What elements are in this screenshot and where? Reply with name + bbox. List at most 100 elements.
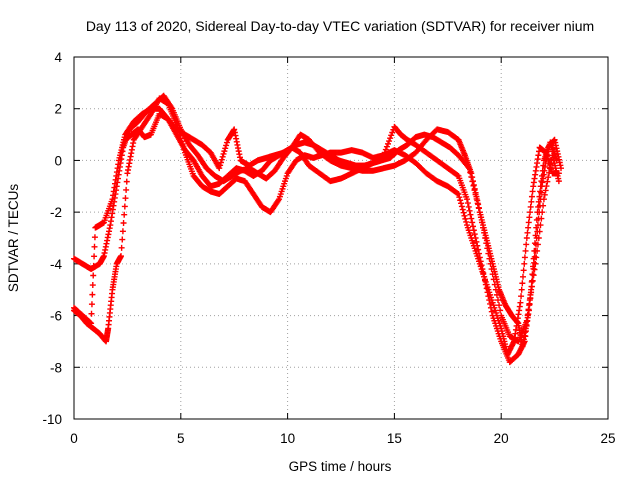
- data-point: [275, 197, 282, 204]
- data-point: [493, 291, 500, 298]
- data-point: [474, 200, 481, 207]
- data-point: [486, 297, 493, 304]
- data-point: [120, 220, 127, 227]
- data-point: [540, 202, 547, 209]
- y-tick-label: -6: [50, 309, 62, 324]
- gridlines: [74, 57, 608, 419]
- data-point: [471, 187, 478, 194]
- y-tick-label: -8: [50, 360, 62, 375]
- data-point: [470, 182, 477, 189]
- data-point: [483, 285, 490, 292]
- data-point: [539, 209, 546, 216]
- data-point: [91, 253, 98, 260]
- data-point: [475, 204, 482, 211]
- data-point: [528, 283, 535, 290]
- data-point: [540, 196, 547, 203]
- data-point: [472, 235, 479, 241]
- data-point: [387, 135, 394, 142]
- data-point: [220, 150, 227, 157]
- data-point: [537, 188, 544, 195]
- data-point: [218, 156, 225, 163]
- data-point: [386, 138, 393, 145]
- data-point: [497, 307, 504, 314]
- data-point: [388, 132, 395, 139]
- data-point: [217, 159, 224, 166]
- data-point: [219, 153, 226, 160]
- data-points: [71, 92, 565, 366]
- data-point: [89, 291, 96, 298]
- data-point: [530, 272, 537, 279]
- data-point: [496, 302, 503, 309]
- data-point: [525, 224, 532, 231]
- data-point: [525, 306, 532, 313]
- data-point: [469, 219, 476, 226]
- x-tick-label: 0: [70, 431, 78, 446]
- data-point: [542, 187, 549, 194]
- data-point: [461, 212, 468, 219]
- data-point: [531, 259, 538, 266]
- data-point: [521, 254, 528, 261]
- data-point: [119, 236, 126, 243]
- data-point: [119, 228, 126, 235]
- data-point: [517, 299, 524, 306]
- y-tick-label: -10: [42, 412, 62, 427]
- y-axis-label: SDTVAR / TECUs: [6, 184, 21, 293]
- y-tick-label: -2: [50, 205, 62, 220]
- data-point: [490, 276, 497, 283]
- data-point: [382, 146, 389, 153]
- data-point: [529, 277, 536, 284]
- data-point: [482, 235, 489, 241]
- data-point: [223, 142, 230, 149]
- data-point: [462, 215, 469, 222]
- data-point: [528, 198, 535, 205]
- data-point: [544, 178, 551, 185]
- data-point: [221, 148, 228, 155]
- data-point: [460, 209, 467, 216]
- x-tick-label: 10: [280, 431, 295, 446]
- data-point: [523, 235, 530, 241]
- data-point: [520, 267, 527, 274]
- data-point: [481, 273, 488, 280]
- data-point: [545, 174, 552, 181]
- data-point: [531, 266, 538, 273]
- data-point: [526, 300, 533, 307]
- data-point: [483, 240, 490, 247]
- data-point: [536, 228, 543, 235]
- data-point: [389, 129, 396, 136]
- data-point: [484, 245, 491, 252]
- data-point: [223, 139, 230, 146]
- data-point: [529, 188, 536, 195]
- data-point: [118, 244, 125, 251]
- data-point: [468, 173, 475, 180]
- data-point: [474, 242, 481, 249]
- data-point: [485, 250, 492, 257]
- data-point: [216, 165, 223, 172]
- data-point: [471, 231, 478, 238]
- data-point: [481, 277, 488, 284]
- data-point: [535, 235, 542, 241]
- data-point: [479, 266, 486, 273]
- data-point: [546, 165, 553, 172]
- data-point: [91, 234, 98, 241]
- data-point: [475, 250, 482, 257]
- data-point: [525, 219, 532, 226]
- x-tick-label: 20: [494, 431, 509, 446]
- series-track-3: [71, 105, 565, 350]
- data-point: [487, 260, 494, 267]
- data-point: [465, 203, 472, 210]
- chart-title: Day 113 of 2020, Sidereal Day-to-day VTE…: [86, 18, 594, 34]
- data-point: [90, 262, 97, 269]
- data-point: [121, 203, 128, 210]
- plot-frame: [73, 56, 609, 420]
- data-point: [487, 300, 494, 307]
- data-point: [458, 200, 465, 207]
- data-point: [467, 169, 474, 176]
- data-point: [123, 186, 130, 193]
- data-point: [466, 207, 473, 214]
- data-point: [222, 145, 229, 152]
- data-point: [117, 253, 124, 260]
- data-point: [463, 218, 470, 225]
- data-point: [121, 211, 128, 218]
- data-point: [523, 317, 530, 324]
